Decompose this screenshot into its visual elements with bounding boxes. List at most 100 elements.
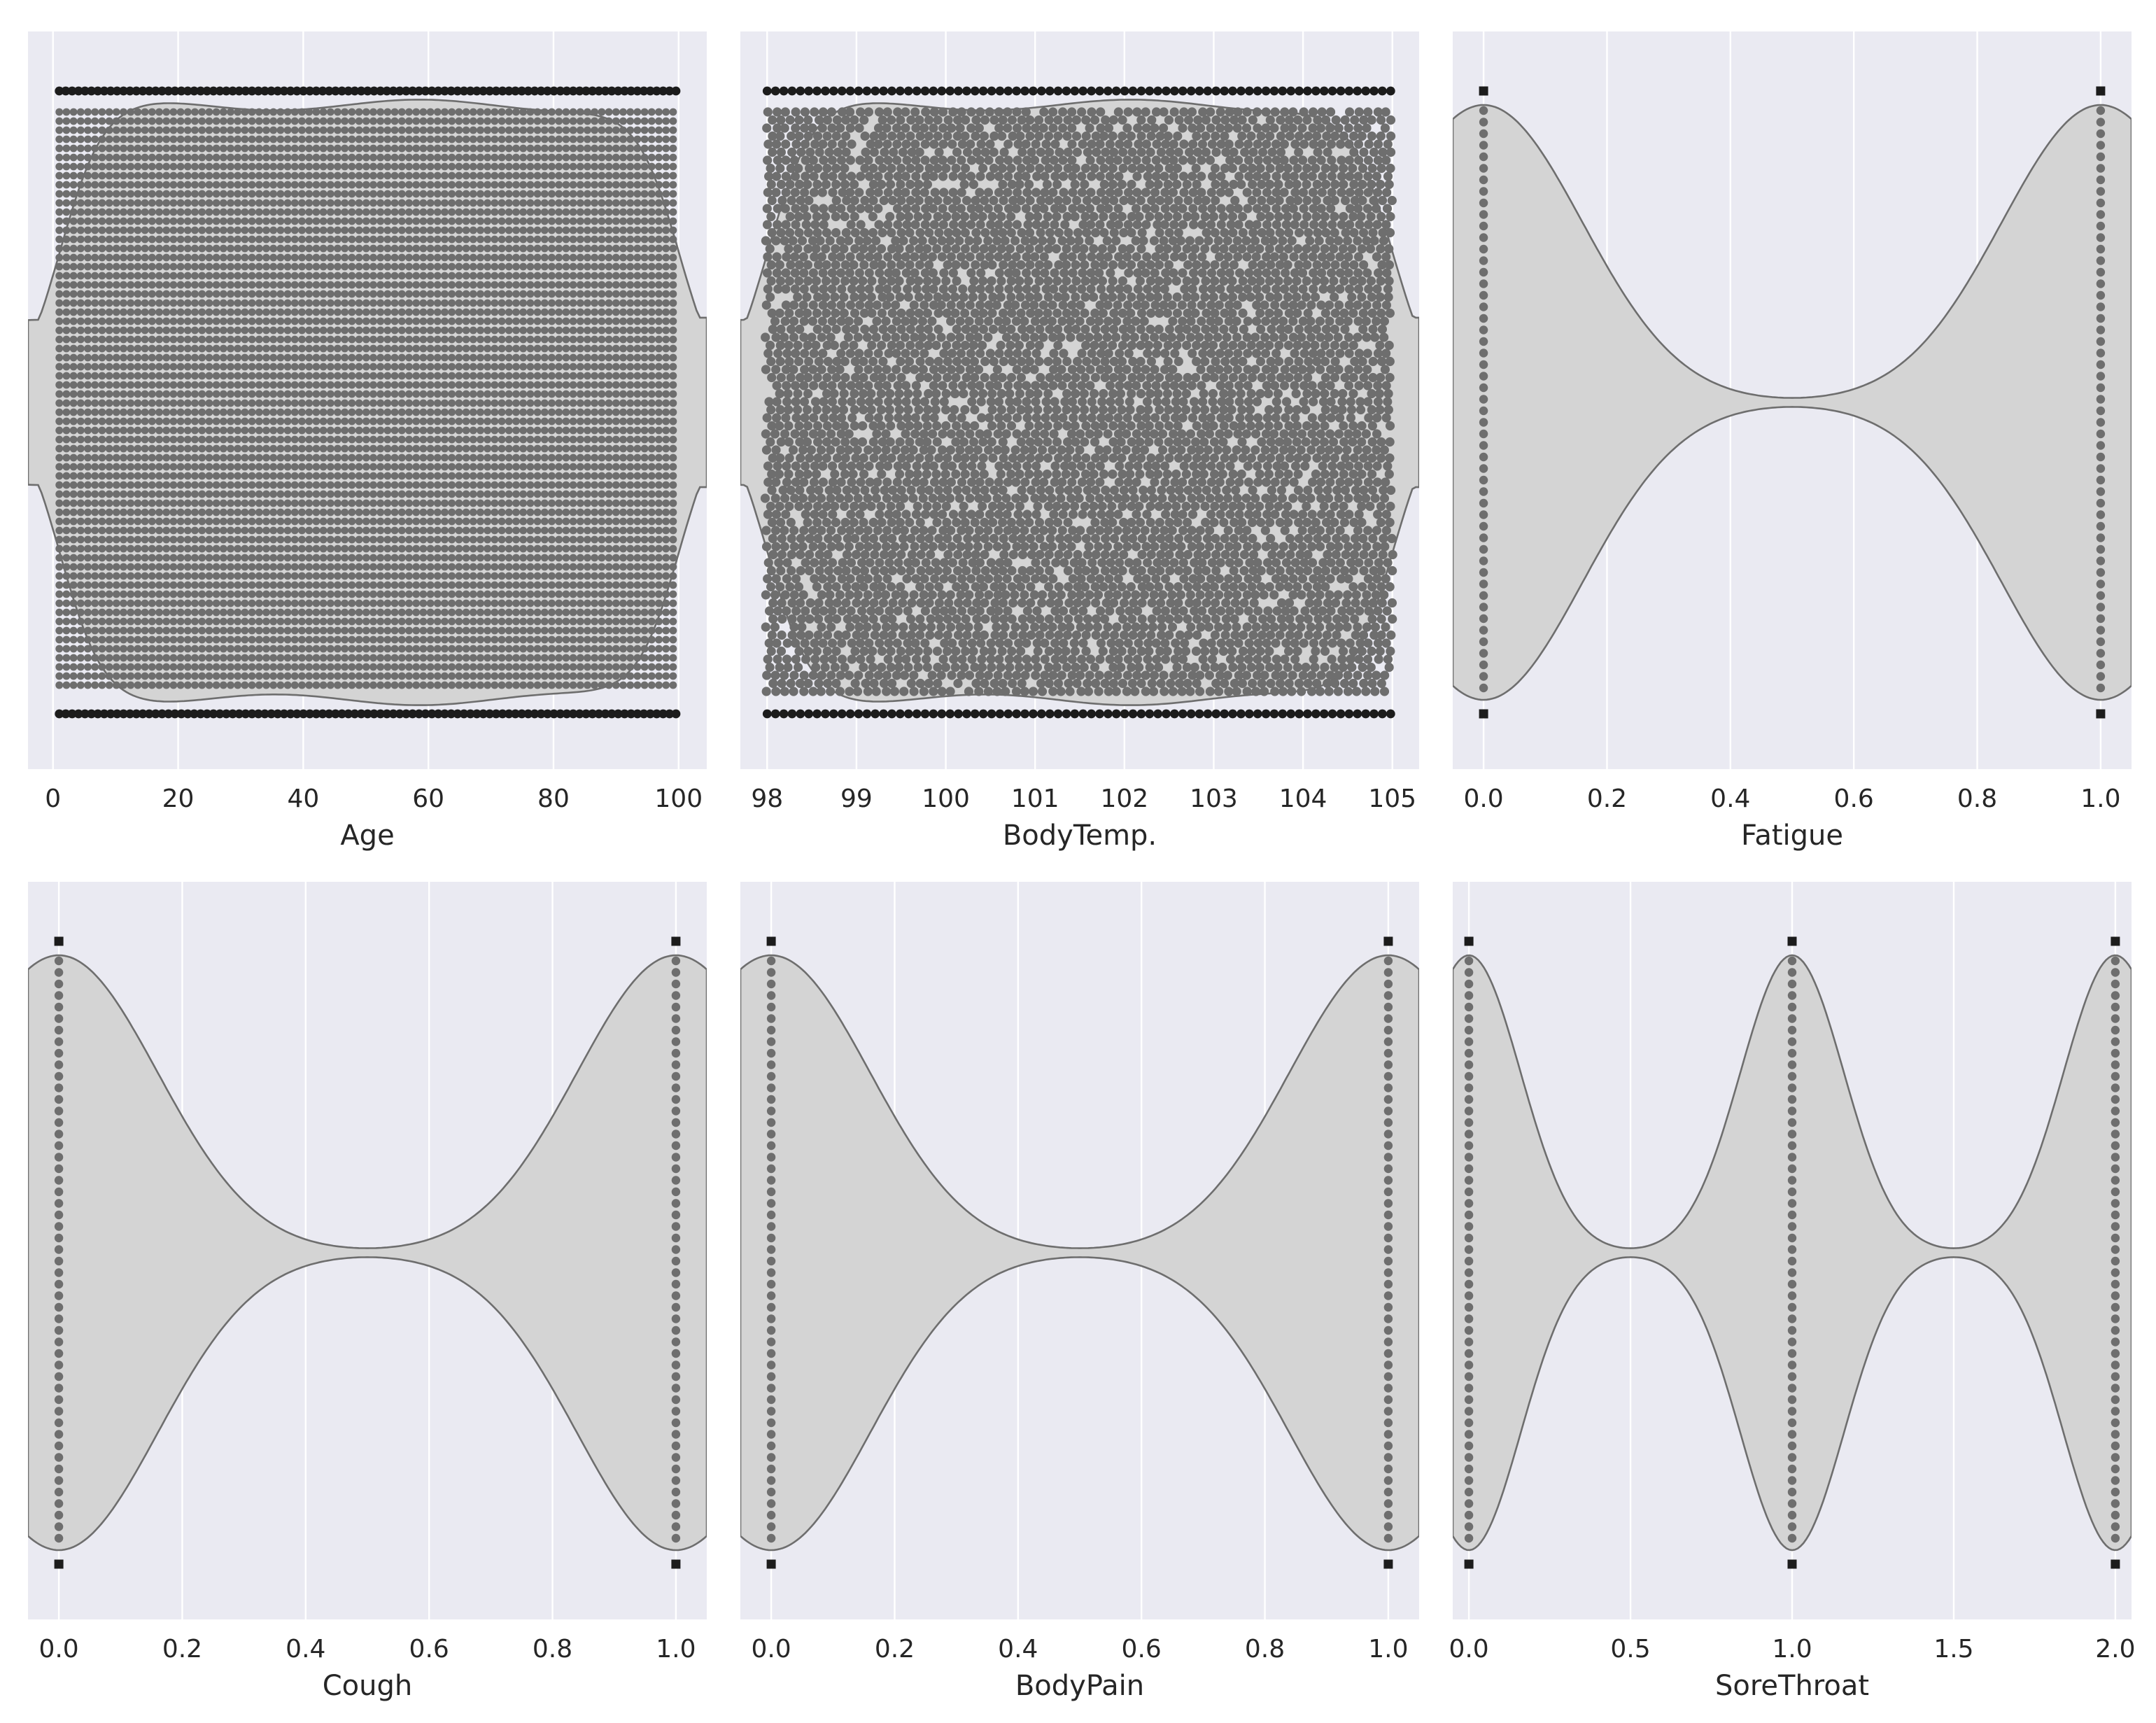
- swarm-point: [591, 290, 599, 298]
- swarm-point: [555, 463, 563, 471]
- swarm-point: [662, 563, 670, 571]
- swarm-point: [148, 235, 156, 244]
- swarm-point: [355, 208, 363, 216]
- swarm-point: [426, 162, 435, 171]
- swarm-point: [548, 426, 556, 435]
- swarm-point: [276, 335, 285, 344]
- swarm-point: [405, 217, 413, 225]
- swarm-point: [626, 108, 635, 116]
- swarm-point: [555, 472, 563, 480]
- swarm-point: [426, 381, 435, 389]
- swarm-point: [191, 417, 199, 426]
- swarm-point: [469, 162, 477, 171]
- swarm-point: [212, 153, 220, 162]
- swarm-point: [141, 326, 149, 335]
- swarm-point: [633, 108, 642, 116]
- swarm-point: [640, 499, 649, 507]
- swarm-point: [62, 235, 71, 244]
- swarm-point: [348, 326, 356, 335]
- swarm-point: [619, 281, 627, 289]
- swarm-point: [348, 317, 356, 325]
- swarm-point: [112, 235, 120, 244]
- swarm-point: [183, 144, 192, 153]
- swarm-point: [255, 190, 263, 198]
- swarm-point: [84, 563, 92, 571]
- swarm-point: [141, 399, 149, 407]
- swarm-point: [84, 208, 92, 216]
- swarm-point: [626, 335, 635, 344]
- swarm-point: [455, 226, 463, 234]
- swarm-point: [390, 190, 399, 198]
- swarm-point: [105, 144, 113, 153]
- swarm-point: [540, 563, 549, 571]
- swarm-point: [397, 190, 406, 198]
- swarm-point: [477, 281, 484, 289]
- swarm-point: [397, 554, 406, 562]
- swarm-point: [477, 372, 484, 380]
- swarm-point: [598, 517, 606, 526]
- swarm-point: [533, 253, 542, 262]
- swarm-point: [362, 617, 370, 626]
- swarm-point: [555, 335, 563, 344]
- swarm-point: [134, 626, 142, 635]
- swarm-point: [491, 499, 499, 507]
- swarm-point: [540, 444, 549, 453]
- swarm-point: [127, 353, 135, 362]
- swarm-point: [355, 117, 363, 125]
- swarm-point: [183, 399, 192, 407]
- swarm-point: [383, 408, 392, 416]
- swarm-point: [134, 617, 142, 626]
- swarm-point: [419, 108, 428, 116]
- swarm-point: [91, 199, 99, 207]
- swarm-point: [433, 444, 442, 453]
- swarm-point: [148, 526, 156, 535]
- swarm-point: [647, 244, 656, 253]
- swarm-point: [76, 408, 85, 416]
- swarm-point: [248, 435, 256, 444]
- swarm-point: [62, 490, 71, 498]
- swarm-point: [341, 508, 349, 516]
- swarm-point: [269, 617, 278, 626]
- swarm-point: [433, 108, 442, 116]
- swarm-point: [626, 317, 635, 325]
- swarm-point: [512, 181, 520, 189]
- swarm-point: [355, 181, 363, 189]
- swarm-point: [619, 372, 627, 380]
- swarm-point: [134, 581, 142, 589]
- swarm-point: [334, 162, 341, 171]
- swarm-point: [526, 617, 535, 626]
- swarm-point: [640, 481, 649, 489]
- swarm-point: [212, 335, 220, 344]
- swarm-point: [369, 472, 377, 480]
- swarm-point: [426, 426, 435, 435]
- swarm-point: [227, 517, 234, 526]
- swarm-point: [169, 126, 178, 134]
- swarm-point: [283, 162, 292, 171]
- swarm-point: [105, 226, 113, 234]
- swarm-point: [647, 453, 656, 462]
- swarm-point: [448, 390, 456, 398]
- swarm-point: [576, 226, 584, 234]
- swarm-point: [162, 226, 171, 234]
- swarm-point: [176, 435, 185, 444]
- swarm-point: [548, 508, 556, 516]
- swarm-point: [112, 272, 120, 280]
- swarm-point: [555, 417, 563, 426]
- swarm-point: [112, 108, 120, 116]
- swarm-point: [477, 317, 484, 325]
- swarm-point: [298, 499, 306, 507]
- swarm-point: [448, 472, 456, 480]
- swarm-point: [155, 353, 163, 362]
- swarm-point: [491, 290, 499, 298]
- swarm-point: [283, 508, 292, 516]
- swarm-point: [441, 126, 449, 134]
- swarm-point: [312, 144, 320, 153]
- swarm-point: [419, 153, 428, 162]
- swarm-point: [120, 199, 127, 207]
- swarm-point: [355, 226, 363, 234]
- swarm-point: [519, 526, 528, 535]
- swarm-point: [305, 390, 313, 398]
- swarm-point: [319, 435, 327, 444]
- swarm-point: [198, 162, 206, 171]
- swarm-point: [640, 226, 649, 234]
